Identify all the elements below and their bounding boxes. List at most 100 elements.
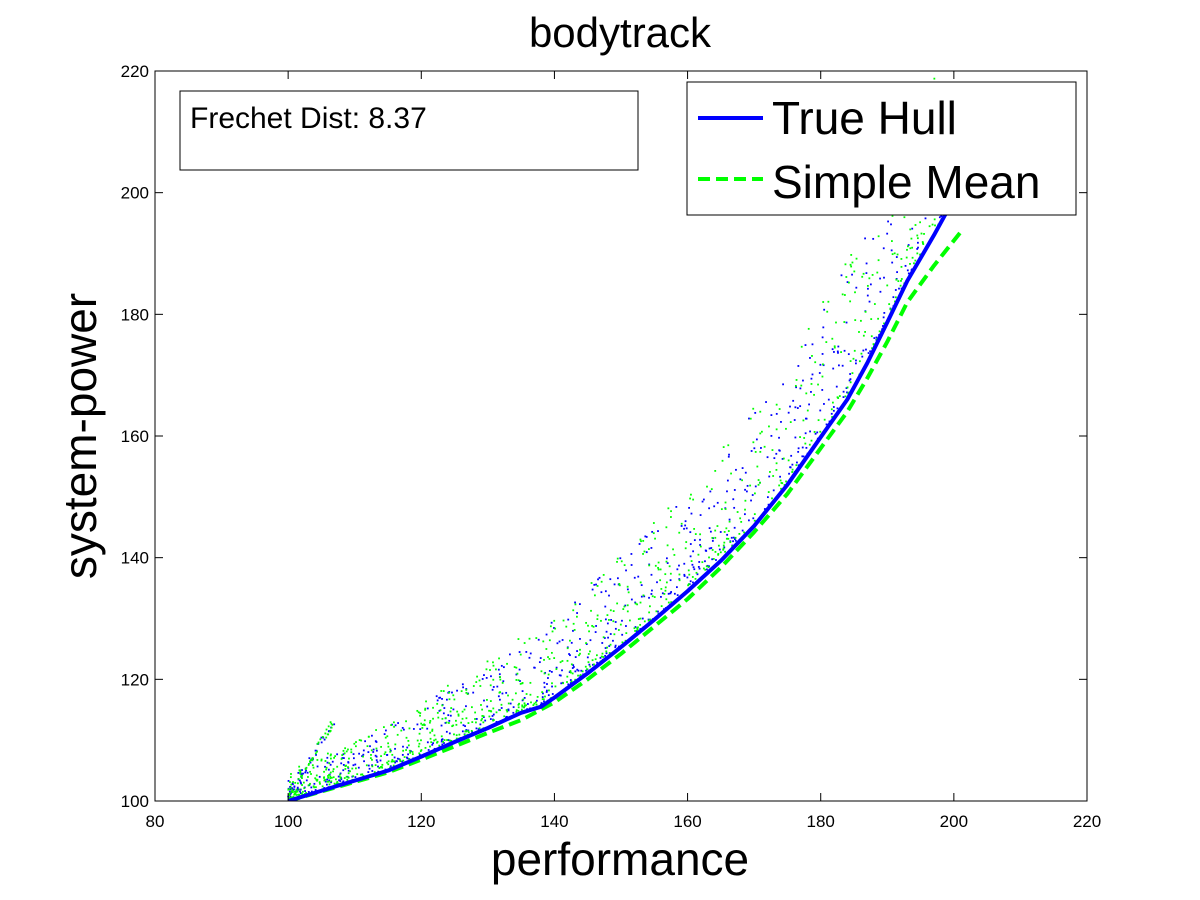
scatter-point xyxy=(320,736,323,739)
scatter-point xyxy=(799,387,802,390)
scatter-point xyxy=(873,303,876,305)
scatter-point xyxy=(822,326,825,329)
scatter-point xyxy=(441,717,444,720)
scatter-point xyxy=(420,749,423,751)
scatter-point xyxy=(324,732,327,735)
scatter-point xyxy=(711,558,714,561)
scatter-point xyxy=(339,776,342,779)
scatter-point xyxy=(845,276,848,278)
scatter-point xyxy=(709,490,712,493)
scatter-point xyxy=(291,791,294,794)
scatter-point xyxy=(688,573,691,576)
scatter-point xyxy=(638,543,641,545)
scatter-point xyxy=(535,637,538,639)
scatter-point xyxy=(507,709,510,712)
scatter-point xyxy=(326,752,329,755)
scatter-point xyxy=(318,781,321,784)
scatter-point xyxy=(614,646,617,649)
scatter-point xyxy=(381,763,384,766)
scatter-point xyxy=(720,508,723,511)
scatter-point xyxy=(706,485,708,488)
scatter-point xyxy=(482,716,485,719)
scatter-point xyxy=(298,793,301,796)
scatter-point xyxy=(433,739,435,742)
scatter-point xyxy=(617,629,620,631)
scatter-point xyxy=(339,773,341,776)
scatter-point xyxy=(331,760,334,763)
scatter-point xyxy=(330,757,332,760)
scatter-point xyxy=(782,457,785,460)
scatter-point xyxy=(382,726,385,729)
scatter-point xyxy=(872,343,875,345)
scatter-point xyxy=(744,508,746,511)
scatter-point xyxy=(639,623,642,626)
scatter-point xyxy=(866,284,869,287)
scatter-point xyxy=(895,256,898,258)
scatter-point xyxy=(873,337,876,339)
scatter-point xyxy=(389,765,392,768)
scatter-point xyxy=(589,639,592,642)
scatter-point xyxy=(675,506,678,508)
scatter-point xyxy=(518,668,521,671)
scatter-point xyxy=(419,712,422,715)
scatter-point xyxy=(660,595,662,598)
scatter-point xyxy=(348,757,350,760)
scatter-point xyxy=(491,715,494,717)
scatter-point xyxy=(375,749,378,752)
scatter-point xyxy=(537,638,540,641)
scatter-point xyxy=(485,668,488,671)
scatter-point xyxy=(796,461,798,464)
scatter-point xyxy=(289,776,292,779)
scatter-point xyxy=(687,569,690,572)
scatter-point xyxy=(407,739,410,742)
scatter-point xyxy=(301,777,303,780)
scatter-point xyxy=(808,403,810,406)
scatter-point xyxy=(290,773,292,775)
scatter-point xyxy=(680,525,683,527)
scatter-point xyxy=(697,566,700,568)
scatter-point xyxy=(626,585,629,588)
scatter-point xyxy=(529,693,532,696)
scatter-point xyxy=(676,594,679,597)
scatter-point xyxy=(694,577,697,580)
scatter-point xyxy=(692,550,695,553)
scatter-point xyxy=(714,470,717,472)
scatter-point xyxy=(353,742,356,745)
scatter-point xyxy=(744,513,746,516)
scatter-point xyxy=(340,758,343,760)
scatter-point xyxy=(335,782,338,785)
scatter-point xyxy=(730,472,732,475)
scatter-point xyxy=(653,596,656,598)
scatter-point xyxy=(519,680,521,682)
scatter-point xyxy=(315,778,318,781)
scatter-point xyxy=(868,277,871,280)
scatter-point xyxy=(897,280,900,283)
scatter-point xyxy=(693,528,696,530)
scatter-point xyxy=(492,719,495,721)
scatter-point xyxy=(652,532,655,535)
scatter-point xyxy=(399,760,402,763)
scatter-point xyxy=(672,548,674,551)
scatter-point xyxy=(701,561,704,564)
scatter-point xyxy=(347,761,350,764)
scatter-point xyxy=(465,689,468,691)
scatter-point xyxy=(648,564,651,567)
scatter-point xyxy=(571,667,574,669)
scatter-point xyxy=(585,621,587,624)
scatter-point xyxy=(327,733,330,736)
scatter-point xyxy=(298,779,301,782)
scatter-point xyxy=(913,262,915,265)
legend-label-simple-mean: Simple Mean xyxy=(772,156,1040,208)
scatter-point xyxy=(374,764,377,767)
scatter-point xyxy=(847,353,850,356)
scatter-point xyxy=(330,722,333,725)
scatter-point xyxy=(507,702,510,705)
y-tick-label: 180 xyxy=(121,305,149,324)
scatter-point xyxy=(664,573,667,576)
scatter-point xyxy=(370,749,373,752)
scatter-point xyxy=(895,278,898,281)
scatter-point xyxy=(448,719,451,722)
scatter-point xyxy=(911,227,914,230)
scatter-point xyxy=(448,691,450,694)
scatter-point xyxy=(699,538,701,541)
